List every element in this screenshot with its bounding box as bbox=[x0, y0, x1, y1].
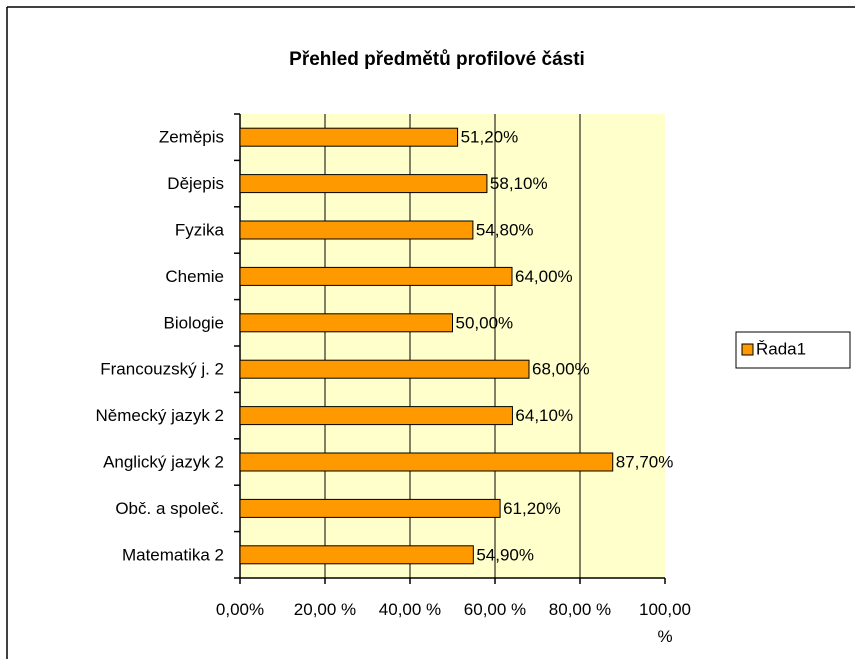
value-label: 64,00% bbox=[515, 267, 573, 286]
bar bbox=[239, 174, 488, 194]
value-label: 50,00% bbox=[456, 313, 514, 332]
legend-box bbox=[735, 331, 851, 369]
bar bbox=[239, 127, 459, 147]
value-label: 64,10% bbox=[515, 406, 573, 425]
x-tick-label: 100,00 % bbox=[639, 600, 691, 646]
x-tick-label: 80,00 % bbox=[548, 600, 612, 619]
y-tick-label: Francouzský j. 2 bbox=[100, 360, 224, 379]
bar bbox=[239, 313, 453, 333]
value-label: 58,10% bbox=[490, 174, 548, 193]
x-tick-label: 40,00 % bbox=[378, 600, 442, 619]
value-label: 61,20% bbox=[503, 499, 561, 518]
bar bbox=[239, 266, 513, 286]
value-label: 87,70% bbox=[616, 452, 674, 471]
y-tick-label: Fyzika bbox=[175, 220, 225, 239]
value-label: 51,20% bbox=[461, 128, 519, 147]
x-tick-label: 60,00 % bbox=[463, 600, 527, 619]
x-tick-label: 20,00 % bbox=[293, 600, 357, 619]
y-tick-label: Obč. a společ. bbox=[115, 499, 224, 518]
x-tick-label: 0,00% bbox=[215, 600, 265, 619]
y-tick-label: Zeměpis bbox=[159, 128, 224, 147]
y-tick-label: Dějepis bbox=[167, 174, 224, 193]
value-label: 68,00% bbox=[532, 360, 590, 379]
legend-swatch bbox=[741, 343, 754, 356]
bar bbox=[239, 359, 530, 379]
y-tick-label: Matematika 2 bbox=[122, 545, 224, 564]
bar bbox=[239, 498, 501, 518]
bar bbox=[239, 406, 513, 426]
bar bbox=[239, 220, 474, 240]
legend-label: Řada1 bbox=[756, 339, 806, 358]
value-label: 54,90% bbox=[476, 545, 534, 564]
bar bbox=[239, 545, 474, 565]
y-tick-label: Chemie bbox=[165, 267, 224, 286]
y-tick-label: Anglický jazyk 2 bbox=[103, 452, 224, 471]
y-tick-label: Německý jazyk 2 bbox=[96, 406, 224, 425]
value-label: 54,80% bbox=[476, 220, 534, 239]
bar bbox=[239, 452, 614, 472]
y-tick-label: Biologie bbox=[164, 313, 225, 332]
chart-title: Přehled předmětů profilové části bbox=[289, 49, 585, 70]
